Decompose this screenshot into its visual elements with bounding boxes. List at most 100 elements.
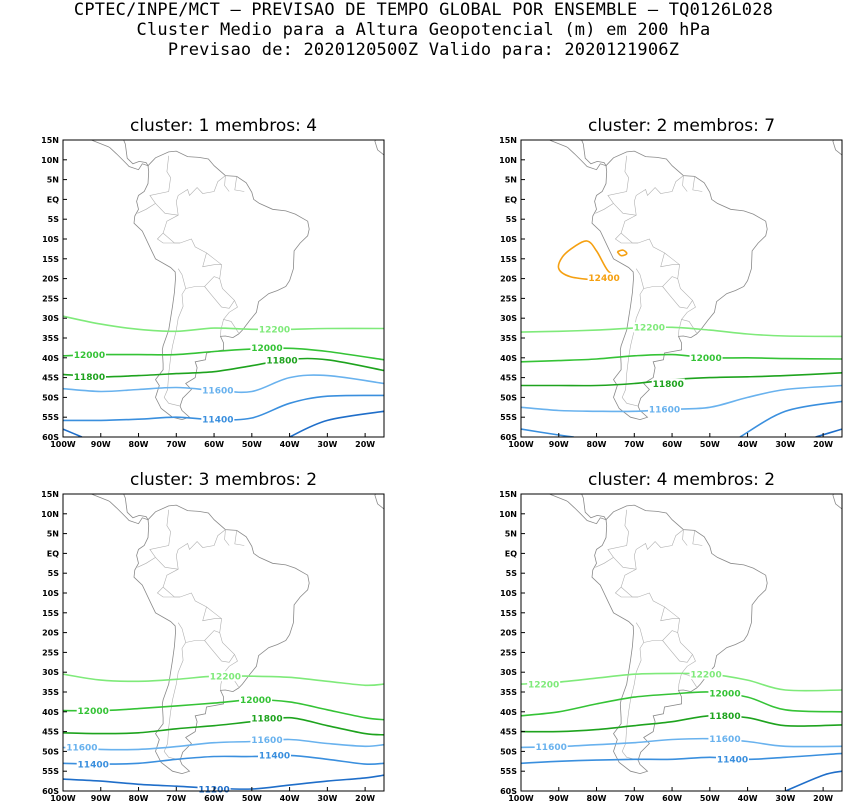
y-tick-label: 5N	[47, 176, 59, 185]
y-tick-label: 55S	[42, 413, 59, 422]
x-tick-label: 50W	[700, 794, 720, 803]
y-tick-label: 10S	[500, 235, 517, 244]
contour-layer	[521, 240, 842, 437]
contour-label-bg	[257, 324, 291, 335]
contour-label-bg	[250, 734, 284, 745]
y-tick-label: 25S	[500, 294, 517, 303]
y-tick-label: 50S	[500, 393, 517, 402]
contour-label-11600: 11600	[536, 743, 567, 753]
y-tick-label: 5N	[505, 530, 517, 539]
chart-panel-3: cluster: 3 membros: 2 12200 12000 12000 1180…	[41, 470, 385, 803]
coastline-south-america	[133, 150, 310, 421]
country-border	[621, 622, 645, 761]
country-border	[224, 175, 230, 192]
country-border	[682, 175, 688, 192]
country-border	[156, 586, 181, 598]
contour-label-bg	[72, 349, 106, 360]
country-border	[678, 673, 682, 691]
contour-label-bg	[201, 414, 235, 425]
country-border	[621, 268, 645, 407]
y-tick-label: EQ	[505, 549, 517, 558]
y-tick-label: 10N	[41, 510, 59, 519]
contour-11200	[815, 428, 842, 437]
country-border	[156, 232, 181, 244]
country-border	[204, 640, 235, 663]
x-tick-label: 50W	[700, 440, 720, 449]
country-border	[234, 176, 245, 192]
country-border	[220, 319, 224, 337]
chart-panel-2: cluster: 2 membros: 7 12400 12200 12000 1180…	[499, 116, 843, 449]
country-border	[234, 530, 245, 546]
contour-label-12200: 12200	[528, 680, 559, 690]
contour-12000	[521, 691, 842, 717]
country-border	[204, 286, 235, 309]
contour-label-bg	[715, 754, 749, 765]
country-border	[595, 557, 614, 568]
panel-frame	[62, 139, 385, 438]
contour-11800	[63, 357, 384, 378]
y-tick-label: 60S	[500, 433, 517, 442]
contour-label-bg	[632, 322, 666, 333]
country-border	[614, 586, 639, 598]
x-tick-label: 100W	[50, 794, 76, 803]
country-border	[137, 557, 156, 568]
y-tick-label: 60S	[500, 787, 517, 796]
contour-11200	[63, 428, 83, 437]
country-border	[185, 630, 220, 643]
x-tick-label: 90W	[91, 440, 111, 449]
y-tick-label: 10N	[499, 510, 517, 519]
x-tick-label: 100W	[508, 440, 534, 449]
contour-11200	[63, 774, 384, 790]
contour-label-11600: 11600	[202, 387, 233, 397]
country-border	[162, 529, 239, 688]
y-tick-label: 15N	[41, 490, 59, 499]
contour-label-bg	[708, 710, 742, 721]
contour-label-11600: 11600	[649, 406, 680, 416]
y-tick-label: 40S	[42, 708, 59, 717]
coastline-central-america	[548, 140, 607, 171]
country-border	[660, 252, 680, 268]
y-tick-label: 10N	[41, 156, 59, 165]
x-tick-label: 30W	[775, 794, 795, 803]
panel-title: cluster: 3 membros: 2	[130, 470, 317, 490]
contour-11400	[521, 752, 842, 765]
contour-label-bg	[689, 352, 723, 363]
y-tick-label: 30S	[500, 668, 517, 677]
y-tick-label: 20S	[500, 629, 517, 638]
contour-label-12200: 12200	[259, 326, 290, 336]
coastline-central-america	[90, 140, 149, 171]
country-border	[678, 319, 682, 337]
y-tick-label: 50S	[42, 393, 59, 402]
contour-label-12000: 12000	[74, 351, 105, 361]
panel-title: cluster: 4 membros: 2	[588, 470, 775, 490]
x-tick-label: 40W	[280, 440, 300, 449]
coastline-south-america	[591, 504, 768, 775]
x-tick-label: 70W	[166, 440, 186, 449]
map-layer	[548, 494, 842, 775]
x-tick-label: 20W	[813, 440, 833, 449]
y-tick-label: 45S	[42, 374, 59, 383]
header-line-2: Cluster Medio para a Altura Geopotencial…	[136, 20, 711, 40]
x-tick-label: 90W	[549, 440, 569, 449]
panel-title: cluster: 1 membros: 4	[130, 116, 317, 136]
header-line-1: CPTEC/INPE/MCT – PREVISAO DE TEMPO GLOBA…	[73, 0, 774, 20]
contour-11200	[785, 770, 842, 791]
x-tick-label: 80W	[587, 440, 607, 449]
y-tick-label: 50S	[42, 747, 59, 756]
country-border	[149, 155, 179, 216]
country-border	[682, 529, 688, 546]
contour-label-12000: 12000	[240, 696, 271, 706]
y-tick-label: 15N	[41, 136, 59, 145]
contour-label-bg	[76, 759, 110, 770]
y-tick-label: 30S	[500, 314, 517, 323]
y-tick-label: 35S	[42, 688, 59, 697]
y-tick-label: 40S	[500, 354, 517, 363]
y-tick-label: 5S	[506, 569, 518, 578]
x-tick-label: 40W	[738, 440, 758, 449]
contour-label-bg	[651, 378, 685, 389]
contour-label-bg	[72, 371, 106, 382]
country-border	[224, 529, 230, 546]
x-tick-label: 40W	[738, 794, 758, 803]
contour-label-11400: 11400	[202, 415, 233, 425]
